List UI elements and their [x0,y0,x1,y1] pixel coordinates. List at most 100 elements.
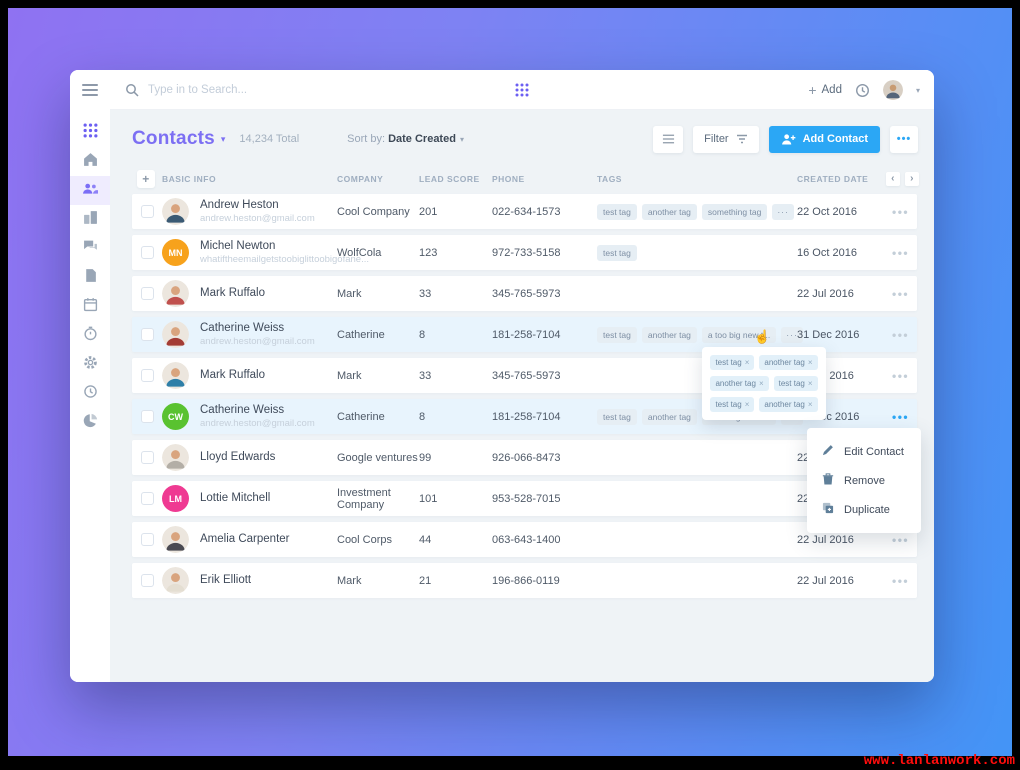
sidebar-item-settings[interactable] [70,350,110,379]
add-contact-button[interactable]: Add Contact [768,125,880,153]
sidebar-item-timer[interactable] [70,321,110,350]
contact-lead-score: 33 [419,369,432,382]
table-row[interactable]: Andrew Heston andrew.heston@gmail.com Cool… [132,194,917,229]
contact-company: Cool Corps [337,533,393,546]
contact-phone: 345-765-5973 [492,287,561,300]
search-input[interactable] [148,84,368,96]
remove-tag-icon[interactable]: × [807,358,813,367]
chevron-left-icon[interactable]: ‹ [886,172,900,186]
app-window: +Add ▾ Contacts ▾ 14,234 Total Sort by:D… [70,70,934,682]
row-menu-button[interactable]: ••• [892,286,910,301]
table-row[interactable]: Catherine Weiss andrew.heston@gmail.com Ca… [132,317,917,352]
tag-pill[interactable]: another tag [641,203,697,220]
row-checkbox[interactable] [141,205,154,218]
row-checkbox[interactable] [141,369,154,382]
column-header[interactable]: BASIC INFO [162,174,217,184]
user-avatar[interactable] [882,80,903,100]
column-header[interactable]: COMPANY [337,174,384,184]
sidebar-item-apps-grid[interactable] [70,118,110,147]
row-menu-button[interactable]: ••• [892,573,910,588]
avatar [162,321,189,348]
tag-pill[interactable]: test tag [597,203,637,220]
remove-tag-icon[interactable]: × [744,358,750,367]
column-header[interactable]: PHONE [492,174,525,184]
contact-phone: 181-258-7104 [492,328,561,341]
sidebar-item-calendar[interactable] [70,292,110,321]
tag-pill[interactable]: test tag [597,408,637,425]
tag-pill[interactable]: a too big new t... [701,326,777,343]
popover-tag-pill[interactable]: another tag × [710,376,769,391]
row-checkbox[interactable] [141,328,154,341]
table-row[interactable]: Amelia Carpenter Cool Corps 44 063-643-1400… [132,522,917,557]
avatar [162,280,189,307]
row-menu-button[interactable]: ••• [892,204,910,219]
column-header[interactable]: LEAD SCORE [419,174,480,184]
table-header: + BASIC INFO COMPANY LEAD SCORE PHONE TA… [132,170,919,188]
contact-lead-score: 101 [419,492,438,505]
row-menu-button[interactable]: ••• [892,409,910,424]
tag-pill[interactable]: test tag [597,326,637,343]
header-more-button[interactable]: ••• [890,125,918,153]
remove-tag-icon[interactable]: × [807,379,813,388]
row-checkbox[interactable] [141,533,154,546]
contact-phone: 345-765-5973 [492,369,561,382]
column-header[interactable]: TAGS [597,174,622,184]
sidebar-item-messages[interactable] [70,234,110,263]
filter-button[interactable]: Filter [693,125,759,153]
clock-icon[interactable] [855,83,870,98]
popover-tag-pill[interactable]: another tag × [759,355,818,370]
remove-tag-icon[interactable]: × [807,400,813,409]
contact-lead-score: 8 [419,410,426,423]
row-checkbox[interactable] [141,574,154,587]
tag-pill[interactable]: test tag [597,244,637,261]
title-chevron-down-icon[interactable]: ▾ [220,133,226,144]
table-row[interactable]: LM Lottie Mitchell Investment Company 101 95… [132,481,917,516]
sidebar-item-companies[interactable] [70,205,110,234]
contacts-table: Andrew Heston andrew.heston@gmail.com Cool… [132,194,917,604]
table-row[interactable]: Erik Elliott Mark 21 196-866-0119 22 Jul 201… [132,563,917,598]
sort-control[interactable]: Sort by: Date Created ▾ [347,133,464,145]
row-menu-button[interactable]: ••• [892,532,910,547]
row-menu-button[interactable]: ••• [892,327,910,342]
row-checkbox[interactable] [141,246,154,259]
menu-item-duplicate[interactable]: Duplicate [807,495,921,524]
row-checkbox[interactable] [141,492,154,505]
chevron-down-icon[interactable]: ▾ [915,85,920,95]
row-checkbox[interactable] [141,451,154,464]
sidebar-item-reports-pie[interactable] [70,408,110,437]
sidebar-item-contacts[interactable] [70,176,110,205]
menu-item-edit-contact[interactable]: Edit Contact [807,437,921,466]
popover-tag-pill[interactable]: another tag × [759,397,818,412]
contact-name: Mark Ruffalo [200,369,265,382]
chevron-right-icon[interactable]: › [905,172,919,186]
table-row[interactable]: MN Michel Newton whatiftheemailgetstoobigl… [132,235,917,270]
table-row[interactable]: Lloyd Edwards Google ventures 99 926-066-84… [132,440,917,475]
sidebar-item-history[interactable] [70,379,110,408]
add-button[interactable]: + Add [808,82,842,98]
tag-pill[interactable]: something tag [701,203,768,220]
row-checkbox[interactable] [141,410,154,423]
row-menu-button[interactable]: ••• [892,245,910,260]
list-view-button[interactable] [653,125,684,153]
popover-tag-pill[interactable]: test tag × [710,355,755,370]
remove-tag-icon[interactable]: × [758,379,764,388]
column-header[interactable]: CREATED DATE [797,174,869,184]
hamburger-menu-icon[interactable] [82,84,98,99]
tag-overflow-button[interactable]: ··· [772,203,794,220]
popover-tag-pill[interactable]: test tag × [710,397,755,412]
remove-tag-icon[interactable]: × [744,400,750,409]
sidebar-item-home[interactable] [70,147,110,176]
apps-grid-icon[interactable] [515,83,529,102]
tag-pill[interactable]: another tag [641,326,697,343]
table-row[interactable]: Mark Ruffalo Mark 33 345-765-5973 22 Jul 201… [132,276,917,311]
tag-overflow-button[interactable]: ··· [781,326,803,343]
tag-pill[interactable]: another tag [641,408,697,425]
avatar [162,444,189,471]
row-menu-button[interactable]: ••• [892,368,910,383]
add-column-button[interactable]: + [137,170,155,188]
sidebar-item-documents[interactable] [70,263,110,292]
popover-tag-pill[interactable]: test tag × [773,376,818,391]
reports-pie-icon [83,413,98,433]
menu-item-remove[interactable]: Remove [807,466,921,495]
row-checkbox[interactable] [141,287,154,300]
